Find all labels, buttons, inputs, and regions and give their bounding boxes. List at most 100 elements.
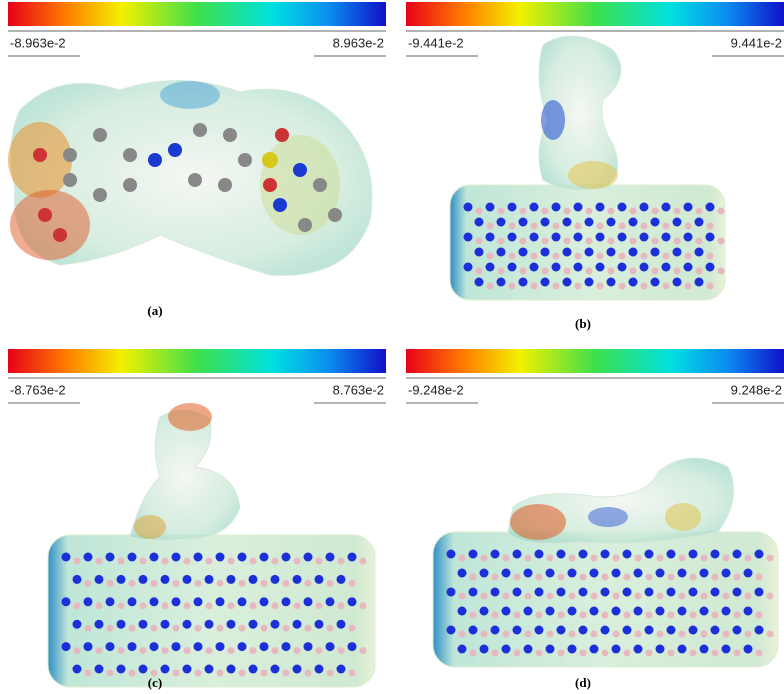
atom [578, 625, 588, 635]
atom [573, 202, 583, 212]
atom [672, 277, 682, 287]
atom [160, 574, 170, 584]
atom [518, 217, 528, 227]
atom [529, 232, 539, 242]
atom [127, 597, 137, 607]
atom [260, 579, 268, 587]
atom [508, 252, 516, 260]
atom [617, 202, 627, 212]
atom [359, 557, 367, 565]
atom [61, 642, 71, 652]
atom [552, 282, 560, 290]
atom [545, 568, 555, 578]
atom [744, 554, 752, 562]
atom [507, 202, 517, 212]
atom [567, 644, 577, 654]
atom [497, 267, 505, 275]
atom [530, 282, 538, 290]
atom [474, 277, 484, 287]
atom [766, 630, 774, 638]
atom [535, 573, 543, 581]
atom [524, 592, 532, 600]
atom [644, 549, 654, 559]
atom [717, 237, 725, 245]
atom [216, 669, 224, 677]
atom [446, 587, 456, 597]
atom [205, 647, 213, 655]
atom [645, 649, 653, 657]
atom [656, 630, 664, 638]
scale-max: 9.441e-2 [731, 35, 782, 50]
atom [512, 549, 522, 559]
atom [303, 597, 313, 607]
atom [535, 611, 543, 619]
atom [711, 611, 719, 619]
atom [94, 664, 104, 674]
color-scale [8, 349, 386, 373]
atom [72, 574, 82, 584]
atom [640, 222, 648, 230]
atom [552, 222, 560, 230]
atom [717, 267, 725, 275]
atom [673, 207, 681, 215]
atom [595, 262, 605, 272]
atom [138, 619, 148, 629]
atom [705, 262, 715, 272]
atom [656, 592, 664, 600]
atom [589, 644, 599, 654]
atom [563, 237, 571, 245]
atom [623, 611, 631, 619]
atom [508, 282, 516, 290]
color-scale [8, 2, 386, 26]
atom [677, 568, 687, 578]
atom [573, 232, 583, 242]
atom [524, 630, 532, 638]
molecule-surface [507, 457, 735, 544]
atom [623, 649, 631, 657]
atom [105, 552, 115, 562]
atom [497, 207, 505, 215]
atom [336, 574, 346, 584]
atom [601, 573, 609, 581]
atom [562, 247, 572, 257]
atom [574, 282, 582, 290]
atom [699, 644, 709, 654]
atom [193, 552, 203, 562]
atom [325, 597, 335, 607]
atom [105, 642, 115, 652]
atom [639, 262, 649, 272]
atom [293, 602, 301, 610]
atom [672, 217, 682, 227]
atom [204, 619, 214, 629]
atom [326, 669, 334, 677]
atom [270, 664, 280, 674]
atom [501, 644, 511, 654]
atom [293, 557, 301, 565]
atom [249, 602, 257, 610]
atom [529, 262, 539, 272]
atom [127, 552, 137, 562]
atom [589, 606, 599, 616]
atom [105, 597, 115, 607]
atom [672, 247, 682, 257]
atom [171, 597, 181, 607]
atom [585, 207, 593, 215]
atom [661, 202, 671, 212]
atom [497, 237, 505, 245]
atom [667, 649, 675, 657]
caption: (d) [575, 675, 591, 690]
atom [688, 625, 698, 635]
atom [226, 619, 236, 629]
atom [617, 262, 627, 272]
atom [562, 277, 572, 287]
atom [518, 247, 528, 257]
atom [699, 606, 709, 616]
atom [700, 592, 708, 600]
atom [507, 232, 517, 242]
atom [508, 222, 516, 230]
atom [556, 625, 566, 635]
atom [645, 611, 653, 619]
atom [661, 262, 671, 272]
atom [501, 568, 511, 578]
panel: -9.248e-2 9.248e-2 (d) [406, 349, 784, 690]
